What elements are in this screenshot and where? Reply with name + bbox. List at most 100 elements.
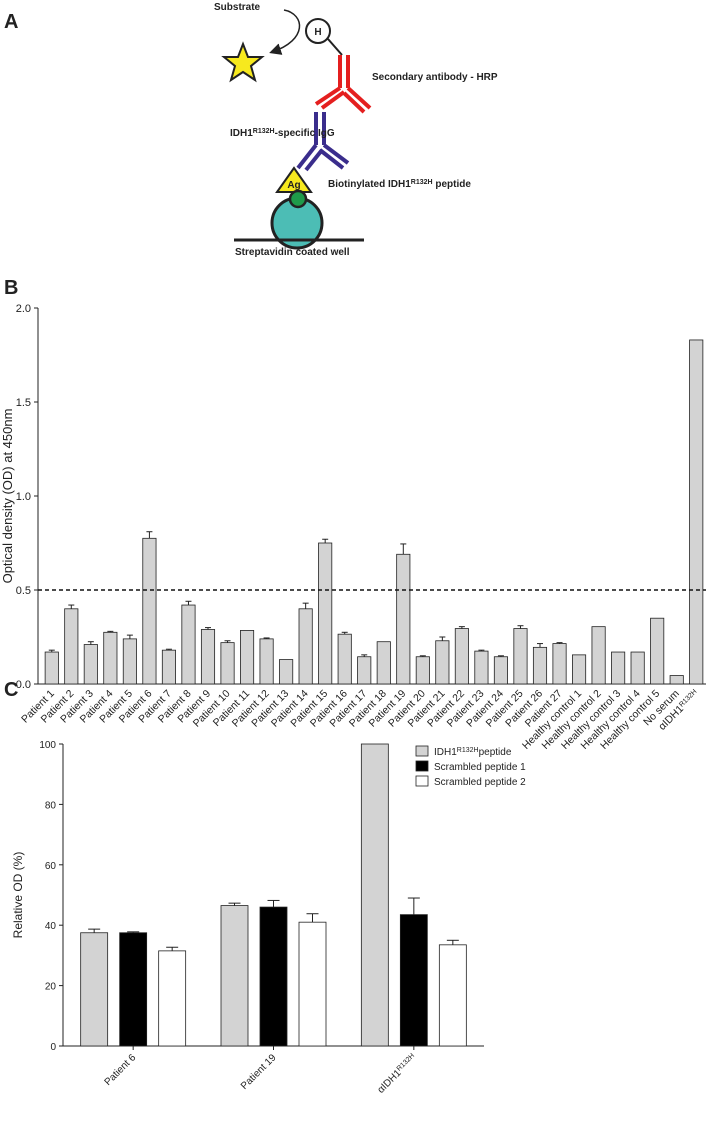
hrp-label: H [314,27,321,38]
bar [669,675,684,685]
bar [399,914,428,1047]
bar [357,656,372,685]
peptide-text: Biotinylated IDH1 [328,179,411,190]
bar [220,642,235,685]
hrp-circle [305,18,331,44]
bar [337,633,352,685]
bar [532,646,548,685]
bar [376,641,391,685]
error-bar [267,899,280,908]
bar [474,650,489,685]
error-bar [228,902,241,906]
bar [493,656,508,685]
bar [142,537,157,685]
y-tick-label: 2.0 [16,303,31,315]
panel-label: A [4,11,18,33]
primary-antibody [296,112,350,172]
secondary-antibody [314,55,372,114]
secondary-label: Secondary antibody - HRP [372,72,498,83]
bar [360,743,389,1047]
substrate-label: Substrate [214,2,261,13]
error-bar [322,538,329,543]
error-bar [341,631,348,635]
error-bar [48,649,55,653]
bar [572,654,587,685]
bar [689,339,704,685]
y-axis-label: Optical density (OD) at 450nm [0,409,15,584]
bar [279,659,294,685]
bar [298,608,313,685]
panel-label: C [4,679,18,701]
antigen-label: Ag [287,180,300,191]
error-bar [224,640,231,643]
bar [64,608,79,685]
error-bar [205,627,211,630]
y-tick-label: 0.0 [16,679,31,691]
error-bar [87,641,94,645]
bar [259,906,288,1047]
bar [83,644,98,685]
panel-label: B [4,277,18,299]
x-tick-label-sup: R132H [395,1052,415,1072]
igg-sup: R132H [253,128,275,135]
igg-rest: -specific IgG [275,128,335,139]
x-tick-label: Patient 19 [239,1052,279,1092]
legend-label-sup: R132H [457,747,479,754]
error-bar [146,531,153,539]
legend-label-text: IDH1 [434,747,457,758]
bar [259,638,274,685]
legend-label: IDH1R132Hpeptide [434,747,512,759]
bar [435,640,450,685]
bar [103,631,118,685]
error-bar [68,604,75,609]
error-bar [302,602,309,609]
y-tick-label: 40 [45,921,57,932]
bar [44,651,59,685]
error-bar [419,655,426,657]
legend-swatch [415,775,429,787]
bar [318,542,333,685]
bar [591,626,606,685]
igg-label: IDH1R132H-specific IgG [230,128,335,140]
error-bar [127,931,140,933]
error-bar [446,939,459,945]
biotin [288,189,308,209]
error-bar [537,643,543,648]
peptide-rest: peptide [433,179,472,190]
bar [396,553,411,685]
error-bar [407,897,420,915]
error-bar [556,642,563,644]
bar [161,649,176,685]
error-bar [439,636,446,641]
legend-swatch [415,745,429,757]
bar [513,628,528,685]
bar [119,932,148,1047]
reaction-arrow [269,9,301,55]
y-tick-label: 60 [45,861,57,872]
diagram: Substrate H Secondary antibody - HRP IDH… [214,2,498,258]
bar [181,604,196,685]
bar [158,950,187,1047]
x-tick-label: αIDH1R132H [375,1052,419,1096]
bar [240,630,255,685]
error-bar [107,630,114,633]
error-bar [185,600,192,606]
connector [327,38,343,56]
error-bar [166,946,179,951]
error-bar [126,634,133,639]
legend-swatch [415,760,429,772]
bar [80,932,109,1047]
bar [454,628,469,685]
bar [220,905,249,1047]
y-axis-label: Relative OD (%) [11,852,25,939]
star-product [221,41,265,83]
y-tick-label: 0.5 [16,585,31,597]
legend-label: Scrambled peptide 1 [434,762,526,773]
legend-label: Scrambled peptide 2 [434,777,526,788]
error-bar [517,625,524,629]
legend-label-rest: peptide [479,747,512,758]
legend [415,745,429,787]
error-bar [165,648,172,651]
y-tick-label: 80 [45,800,57,811]
